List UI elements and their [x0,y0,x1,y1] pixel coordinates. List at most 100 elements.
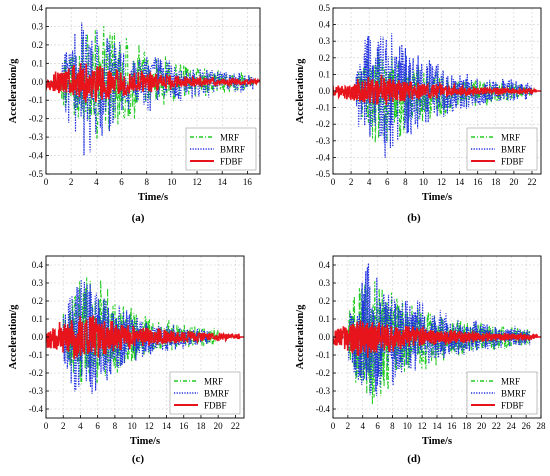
chart-panel-1: 0 2 4 6 8 10 12 14 16 -0.5 -0.4 -0.3 -0.2 -0.1 0.0 0.1 0… [8,3,261,203]
x-tick-label: 12 [193,177,202,187]
y-axis-label: Acceleration/g [8,58,19,123]
series-line-fdbf [333,320,541,358]
y-tick-label: 0.1 [32,314,43,324]
x-tick-label: 20 [509,177,519,187]
y-tick-label: 0.0 [32,77,44,87]
y-tick-label: 0.4 [32,3,44,13]
y-tick-label: -0.4 [29,404,44,414]
y-tick-label: 0.2 [319,296,330,306]
x-tick-label: 14 [455,177,465,187]
legend-label: MRF [501,133,520,143]
x-tick-label: 8 [113,421,118,431]
y-tick-label: 0.0 [319,86,331,96]
x-tick-label: 0 [44,177,49,187]
chart-panel-3: 0 2 4 6 8 10 12 14 16 18 20 22 -0.4 -0.3 -0.2 -0.1 0.0 0.… [8,255,245,447]
series-line-bmrf [333,263,541,397]
x-tick-label: 26 [522,421,532,431]
x-axis-label: Time/s [422,436,452,447]
y-tick-label: -0.2 [316,119,330,129]
y-tick-label: 0.2 [319,53,330,63]
series-line-mrf [46,277,244,385]
y-tick-label: 0.1 [319,314,330,324]
y-tick-label: 0.0 [319,332,331,342]
y-tick-label: -0.5 [29,169,44,179]
y-tick-label: -0.1 [29,350,43,360]
y-tick-label: -0.2 [316,368,330,378]
x-tick-label: 4 [367,177,372,187]
legend: MRF BMRF FDBF [466,127,538,171]
series-line-fdbf [46,315,244,360]
panel-caption: (b) [407,212,421,224]
y-tick-label: 0.3 [319,36,331,46]
y-tick-label: -0.1 [29,95,43,105]
x-tick-label: 0 [331,177,336,187]
x-tick-label: 10 [128,421,138,431]
x-axis-label: Time/s [422,192,452,203]
y-tick-label: 0.3 [32,278,44,288]
x-tick-label: 2 [346,421,351,431]
x-tick-label: 12 [145,421,154,431]
x-tick-label: 10 [403,421,413,431]
y-tick-label: -0.3 [29,132,44,142]
y-tick-label: -0.3 [316,136,331,146]
legend-label: BMRF [501,145,526,155]
x-tick-label: 2 [69,177,74,187]
panel-caption: (d) [407,453,421,465]
y-tick-label: -0.3 [29,386,44,396]
legend-label: MRF [501,377,520,387]
legend-label: BMRF [220,145,245,155]
x-tick-label: 8 [390,421,395,431]
legend: MRF BMRF FDBF [169,371,241,415]
legend-label: FDBF [204,401,227,411]
x-tick-label: 0 [331,421,336,431]
x-tick-label: 20 [214,421,224,431]
y-axis-label: Acceleration/g [8,304,19,369]
x-tick-label: 22 [231,421,240,431]
x-tick-label: 18 [462,421,472,431]
y-tick-label: -0.1 [316,350,330,360]
y-tick-label: 0.2 [32,40,43,50]
series-line-fdbf [46,63,260,103]
y-tick-label: 0.0 [32,332,44,342]
series-line-bmrf [46,279,244,394]
x-tick-label: 16 [473,177,483,187]
legend-label: BMRF [204,389,229,399]
x-tick-label: 20 [477,421,487,431]
x-tick-label: 22 [492,421,501,431]
x-tick-label: 12 [418,421,427,431]
legend-label: BMRF [501,389,526,399]
y-tick-label: -0.4 [316,152,331,162]
panel-caption: (c) [131,453,145,465]
y-tick-label: -0.2 [29,368,43,378]
x-tick-label: 16 [447,421,457,431]
x-tick-label: 14 [433,421,443,431]
y-tick-label: -0.4 [316,404,331,414]
x-tick-label: 10 [419,177,429,187]
chart-panel-4: 0 2 4 6 8 10 12 14 16 18 20 22 24 26 28-0.4-0.3-0.2-0.… [295,255,547,447]
legend-label: MRF [204,377,223,387]
x-tick-label: 6 [385,177,390,187]
x-tick-label: 4 [94,177,99,187]
x-axis-label: Time/s [138,192,168,203]
x-tick-label: 12 [437,177,446,187]
chart-panel-2: 0 2 4 6 8 10 12 14 16 18 20 22 -0.5 -0.4 -0.3 -0.2 -0.1 0… [295,3,542,203]
x-tick-label: 16 [243,177,253,187]
y-tick-label: 0.1 [319,69,330,79]
x-axis-label: Time/s [130,436,160,447]
x-tick-label: 14 [218,177,228,187]
y-tick-label: 0.2 [32,296,43,306]
x-tick-label: 4 [78,421,83,431]
x-tick-label: 28 [537,421,547,431]
x-tick-label: 6 [119,177,124,187]
y-tick-label: 0.1 [32,58,43,68]
x-tick-label: 10 [167,177,177,187]
x-tick-label: 14 [162,421,172,431]
y-tick-label: -0.4 [29,151,44,161]
y-tick-label: 0.4 [319,20,331,30]
legend: MRF BMRF FDBF [185,127,257,171]
legend-label: FDBF [501,157,524,167]
legend-label: FDBF [220,157,243,167]
y-tick-label: 0.3 [319,278,331,288]
x-tick-label: 2 [349,177,354,187]
